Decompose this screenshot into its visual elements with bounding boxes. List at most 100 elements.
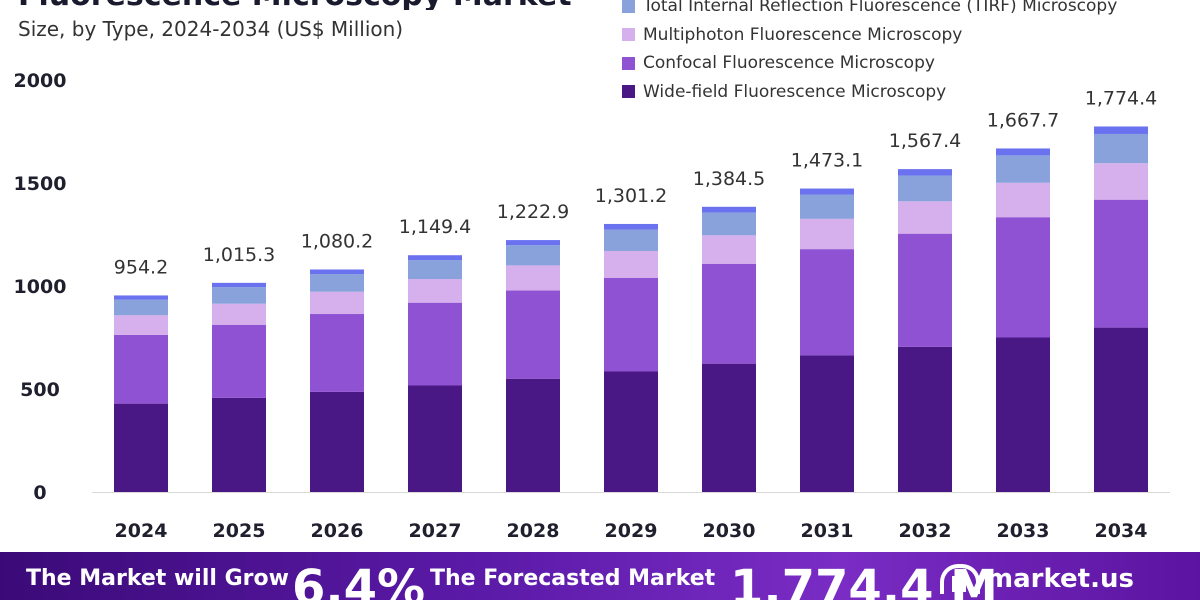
bar-segment	[898, 169, 952, 176]
x-axis-ticks: 2024 2025 2026 2027 2028 2029 2030 2031 2032 2033…	[115, 520, 1148, 542]
bar-segment	[800, 188, 854, 195]
bar-segment	[408, 255, 462, 261]
chart-legend: Total Internal Reflection Fluorescence (…	[622, 0, 1117, 106]
bar-segment	[898, 346, 952, 492]
legend-item-confocal: Confocal Fluorescence Microscopy	[622, 49, 1117, 78]
bar-segment	[408, 260, 462, 279]
x-tick-label: 2031	[801, 520, 854, 542]
bar-segment	[408, 302, 462, 386]
bar-segment	[996, 337, 1050, 492]
banner-forecast-text: The Forecasted Market	[430, 566, 716, 591]
bar-segment	[212, 397, 266, 492]
bar-segment	[212, 324, 266, 398]
bar-segment	[506, 240, 560, 246]
bar-segment	[996, 182, 1050, 218]
x-tick-label: 2028	[507, 520, 560, 542]
legend-label: Confocal Fluorescence Microscopy	[643, 53, 935, 74]
x-tick-label: 2027	[409, 520, 462, 542]
bar-segment	[702, 206, 756, 213]
bar-segment	[800, 218, 854, 250]
bar-segment	[212, 303, 266, 325]
x-tick-label: 2029	[605, 520, 658, 542]
bar-segment	[996, 217, 1050, 338]
bar-segment	[114, 315, 168, 335]
y-axis-ticks: 0 500 1000 1500 2000	[14, 70, 67, 504]
y-tick-label: 1000	[14, 276, 67, 298]
bar-segment	[310, 291, 364, 315]
bar-segment	[898, 175, 952, 202]
banner-cagr: 6.4%	[292, 560, 426, 600]
y-tick-label: 500	[20, 379, 60, 401]
bar-segment	[408, 385, 462, 492]
x-tick-label: 2030	[703, 520, 756, 542]
legend-swatch	[622, 28, 635, 42]
bar-segment	[898, 233, 952, 347]
bar-segment	[996, 155, 1050, 183]
legend-label: Wide-field Fluorescence Microscopy	[643, 81, 947, 102]
legend-item-widefield: Wide-field Fluorescence Microscopy	[622, 78, 1117, 107]
bar-segment	[1094, 126, 1148, 134]
total-labels: 954.2 1,015.3 1,080.2 1,149.4 1,222.9 1,301.2…	[114, 87, 1157, 278]
x-tick-label: 2032	[899, 520, 952, 542]
bar-segment	[114, 299, 168, 316]
bar-segment	[506, 378, 560, 492]
bar-segment	[310, 269, 364, 275]
total-value-label: 1,222.9	[497, 201, 570, 223]
total-value-label: 1,149.4	[399, 216, 472, 238]
bar-segment	[604, 229, 658, 251]
bar-segment	[506, 290, 560, 379]
bar-segment	[114, 295, 168, 300]
bar-segment	[114, 403, 168, 492]
bar-segment	[212, 282, 266, 288]
bar-segment	[1094, 133, 1148, 164]
bar-segment	[408, 278, 462, 303]
bar-segment	[800, 194, 854, 219]
x-tick-label: 2026	[311, 520, 364, 542]
total-value-label: 1,384.5	[693, 168, 766, 190]
legend-label: Multiphoton Fluorescence Microscopy	[643, 24, 963, 45]
bar-segment	[702, 212, 756, 236]
bar-segment	[996, 148, 1050, 156]
bar-segment	[1094, 199, 1148, 328]
chart-title: Fluorescence Microscopy Market	[18, 0, 572, 10]
bar-segment	[506, 245, 560, 266]
bar-segment	[310, 314, 364, 392]
legend-label: Total Internal Reflection Fluorescence (…	[643, 0, 1118, 17]
market-us-logo: market.us	[940, 564, 1134, 594]
logo-text: market.us	[986, 564, 1134, 594]
bottom-banner: The Market will Grow 6.4% The Forecasted…	[0, 552, 1200, 600]
y-tick-label: 2000	[14, 70, 67, 92]
total-value-label: 1,015.3	[203, 244, 276, 266]
market-us-logo-icon	[940, 564, 980, 594]
bar-segment	[800, 249, 854, 356]
y-tick-label: 0	[33, 482, 46, 504]
bar-segment	[702, 235, 756, 264]
bar-segment	[310, 391, 364, 492]
total-value-label: 1,774.4	[1085, 87, 1158, 109]
total-value-label: 1,567.4	[889, 130, 962, 152]
total-value-label: 954.2	[114, 256, 168, 278]
bar-segment	[604, 277, 658, 372]
bar-segment	[310, 274, 364, 292]
bar-segment	[604, 223, 658, 230]
bar-segment	[212, 287, 266, 304]
bar-segment	[898, 201, 952, 234]
bar-segment	[1094, 163, 1148, 200]
bar-segment	[702, 363, 756, 492]
legend-item-multiphoton: Multiphoton Fluorescence Microscopy	[622, 21, 1117, 50]
total-value-label: 1,301.2	[595, 185, 668, 207]
total-value-label: 1,080.2	[301, 230, 374, 252]
legend-swatch	[622, 85, 635, 99]
y-tick-label: 1500	[14, 173, 67, 195]
x-tick-label: 2033	[997, 520, 1050, 542]
bar-segment	[604, 371, 658, 492]
bars	[114, 126, 1148, 492]
bar-segment	[702, 263, 756, 364]
banner-grow-text: The Market will Grow	[26, 566, 289, 591]
bar-segment	[800, 355, 854, 492]
legend-swatch	[622, 56, 635, 70]
legend-swatch	[622, 0, 635, 13]
x-tick-label: 2034	[1095, 520, 1148, 542]
bar-segment	[114, 334, 168, 404]
